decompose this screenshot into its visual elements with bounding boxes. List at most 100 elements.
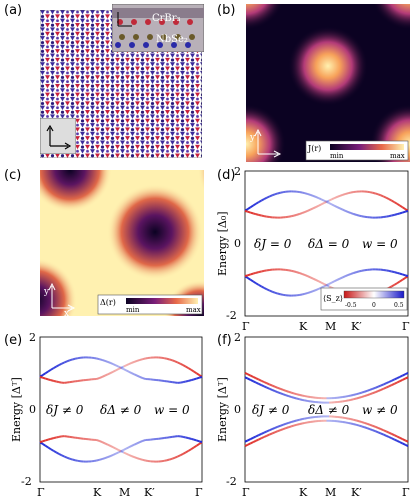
band-segment [128,454,133,458]
band-segment [383,386,387,390]
band-segment [366,422,371,426]
band-segment [258,283,262,288]
band-segment [109,370,114,375]
band-segment [260,436,265,440]
band-segment [117,450,122,454]
band-segment [296,271,300,274]
band-segment [271,427,276,430]
band-segment [328,198,333,202]
band-segment [263,434,268,438]
panel-f-label: (f) [217,333,232,348]
band-segment [288,390,292,394]
band-segment [123,364,127,368]
band-segment [317,286,322,290]
band-segment [377,427,382,430]
d-xtick-0: Γ [242,320,250,333]
band-segment [366,393,371,397]
band-segment [404,209,409,213]
d-xtick-1: K [299,320,308,333]
band-segment [279,387,284,391]
d-ylabel: Energy [Δ₀] [216,211,229,276]
band-segment [139,458,143,461]
band-segment [299,422,303,426]
band-segment [249,374,254,378]
band-segment [247,377,251,381]
band-segment [174,360,179,364]
band-segment [353,213,357,216]
panel-c-heatmap: y x Δ(r) min max [40,170,204,316]
band-segment [247,373,251,377]
band-segment [255,282,260,286]
band-segment [304,399,308,402]
band-segment [399,204,404,209]
band-segment [263,430,268,434]
band-segment [139,358,143,361]
band-segment [190,378,195,382]
band-segment [307,208,311,212]
band-segment [396,375,401,380]
band-segment [404,371,409,376]
band-segment [334,278,338,283]
band-segment [331,203,336,207]
band-segment [136,374,141,378]
band-segment [385,196,390,201]
band-segment [369,191,373,194]
band-segment [385,430,390,434]
band-segment [396,435,401,439]
band-segment [385,434,390,438]
band-segment [266,386,270,390]
band-segment [307,192,311,196]
e-xtick-4: Γ [195,486,203,499]
band-segment [380,383,384,387]
band-segment [396,439,401,444]
band-segment [348,191,352,195]
band-segment [348,394,352,398]
band-segment [128,370,133,375]
band-segment [50,437,54,440]
band-segment [299,393,303,397]
band-segment [293,270,297,274]
band-segment [260,379,265,383]
band-segment [96,439,100,442]
band-segment [269,387,273,391]
band-segment [364,394,368,398]
band-segment [139,440,143,444]
band-segment [388,214,392,218]
band-segment [345,274,349,278]
band-segment [393,434,398,438]
band-segment [404,443,409,448]
band-segment [323,199,327,203]
band-segment [258,199,262,204]
band-segment [328,281,333,285]
band-segment [320,281,325,285]
band-segment [377,193,382,197]
band-segment [117,366,122,371]
d-ann-0: δJ = 0 [254,237,292,251]
band-segment [109,361,114,365]
band-segment [323,284,327,288]
band-segment [247,210,251,214]
band-segment [120,365,125,369]
d-xtick-2: M [325,320,336,333]
band-segment [39,440,44,444]
b-colorbar-min: min [330,152,344,160]
panel-d-bands [244,190,409,297]
band-segment [399,436,404,441]
band-segment [53,379,57,383]
band-segment [134,359,138,363]
band-segment [255,434,260,438]
c-colorbar-title: Δ(r) [100,298,116,307]
e-ann-0: δJ ≠ 0 [46,403,84,417]
band-segment [263,215,267,218]
band-segment [55,435,60,439]
band-segment [263,269,267,272]
band-segment [320,202,325,206]
band-segment [380,194,384,198]
band-segment [247,277,251,281]
band-segment [53,436,57,440]
band-segment [134,456,138,460]
band-segment [350,398,354,401]
band-segment [58,362,63,367]
band-segment [131,360,135,364]
band-segment [396,271,401,275]
